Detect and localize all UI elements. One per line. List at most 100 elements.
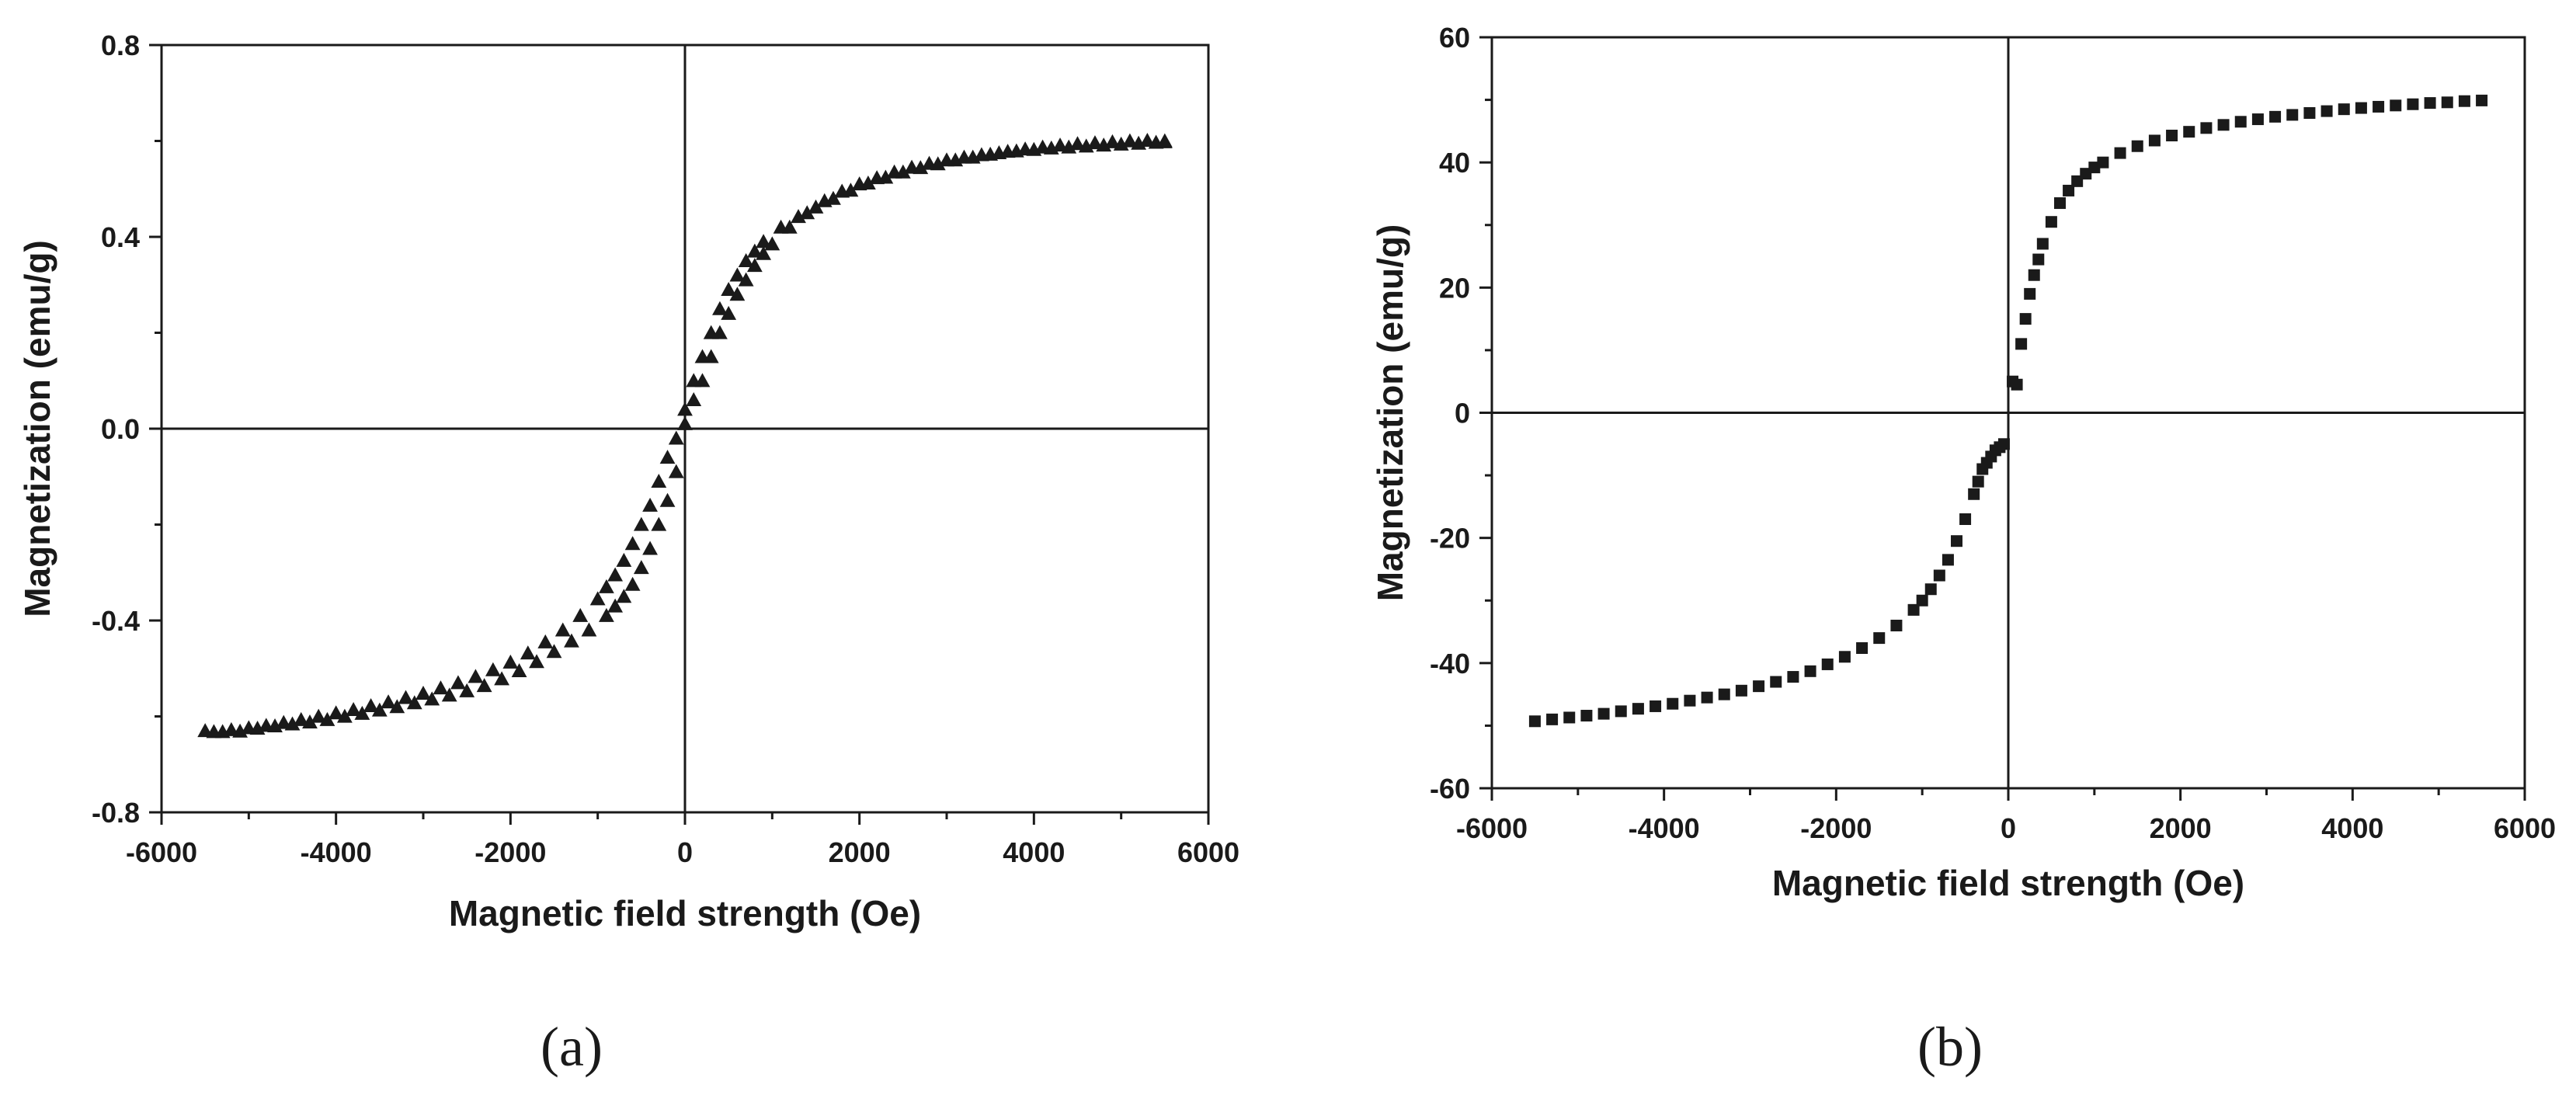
data-point: [2097, 156, 2109, 169]
data-point: [2019, 313, 2032, 325]
y-tick-label: -60: [1430, 773, 1470, 805]
data-point: [529, 654, 544, 669]
data-point: [2063, 184, 2075, 196]
x-axis-title: Magnetic field strength (Oe): [1772, 863, 2244, 903]
data-point: [494, 671, 509, 686]
data-point: [2166, 130, 2178, 142]
data-point: [651, 516, 667, 531]
data-point: [930, 156, 946, 171]
data-point: [659, 492, 676, 507]
data-point: [1087, 135, 1103, 150]
data-point: [2183, 126, 2195, 138]
data-point: [1104, 134, 1121, 148]
data-point: [1052, 137, 1068, 152]
data-point: [703, 325, 719, 339]
data-point: [2011, 378, 2023, 391]
data-point: [1856, 641, 1869, 654]
y-tick-label: 0: [1455, 398, 1470, 429]
data-point: [826, 190, 841, 205]
data-point: [947, 152, 964, 167]
data-markers: [197, 132, 1173, 739]
data-point: [2131, 140, 2143, 152]
data-point: [2251, 113, 2264, 126]
data-point: [1951, 535, 1962, 548]
data-point: [441, 687, 457, 702]
data-point: [712, 301, 728, 315]
data-point: [2028, 269, 2040, 281]
data-point: [2045, 216, 2057, 228]
x-tick-label: 4000: [1003, 836, 1065, 868]
data-point: [721, 305, 737, 320]
data-point: [1838, 651, 1851, 663]
data-point: [1890, 619, 1903, 631]
data-point: [1718, 688, 1730, 700]
data-point: [2338, 103, 2350, 116]
data-point: [433, 680, 449, 695]
data-point: [450, 675, 466, 690]
data-point: [642, 541, 658, 555]
data-point: [686, 392, 702, 407]
data-point: [773, 219, 789, 234]
data-point: [2200, 122, 2213, 134]
data-point: [2441, 96, 2453, 109]
data-point: [1632, 703, 1644, 715]
data-point: [1650, 700, 1662, 712]
x-tick-label: -2000: [475, 836, 546, 868]
data-point: [677, 415, 693, 430]
y-tick-label: -20: [1430, 523, 1470, 554]
data-point: [738, 272, 754, 287]
x-tick-label: 0: [2001, 812, 2016, 844]
data-point: [276, 714, 292, 729]
data-point: [746, 258, 763, 273]
x-tick-label: 4000: [2321, 812, 2383, 844]
data-point: [554, 622, 571, 637]
data-point: [415, 685, 431, 700]
data-point: [642, 497, 658, 512]
x-tick-label: -4000: [301, 836, 372, 868]
y-tick-label: -40: [1430, 648, 1470, 680]
y-tick-label: 20: [1439, 272, 1470, 304]
x-tick-label: 0: [677, 836, 693, 868]
data-point: [2373, 100, 2385, 113]
x-tick-label: -4000: [1629, 812, 1700, 844]
data-point: [572, 607, 589, 622]
data-point: [371, 702, 388, 717]
data-point: [2286, 109, 2299, 121]
data-point: [1959, 513, 1972, 525]
data-point: [895, 164, 911, 179]
data-point: [913, 160, 929, 175]
data-point: [311, 708, 327, 723]
data-point: [729, 287, 746, 301]
data-point: [537, 634, 554, 648]
data-point: [799, 205, 815, 220]
data-point: [223, 721, 239, 736]
y-tick-label: 0.8: [101, 30, 140, 61]
data-point: [860, 175, 876, 189]
data-point: [485, 662, 501, 676]
data-point: [258, 718, 274, 732]
data-point: [624, 536, 641, 551]
data-point: [599, 607, 614, 622]
data-point: [791, 209, 806, 224]
data-markers: [1528, 94, 2488, 728]
chart-b: -6000 -4000 -2000 0 2000 4000 6000 -60 -40 -20 0 20…: [1370, 22, 2556, 1078]
data-point: [721, 282, 737, 297]
data-point: [1804, 665, 1816, 677]
data-point: [468, 669, 484, 683]
x-tick-label: 2000: [2150, 812, 2212, 844]
data-point: [1972, 475, 1984, 488]
x-tick-label: 6000: [2494, 812, 2556, 844]
data-point: [1753, 680, 1765, 693]
data-point: [1701, 691, 1713, 704]
data-point: [633, 516, 649, 531]
y-tick-label: 0.4: [101, 221, 140, 253]
data-point: [406, 695, 422, 710]
data-point: [2024, 287, 2036, 300]
data-point: [1873, 632, 1886, 645]
x-axis-title: Magnetic field strength (Oe): [449, 893, 921, 933]
data-point: [729, 267, 746, 282]
data-point: [2036, 238, 2049, 250]
data-point: [2148, 134, 2161, 147]
data-point: [520, 645, 536, 660]
data-point: [1968, 488, 1980, 500]
